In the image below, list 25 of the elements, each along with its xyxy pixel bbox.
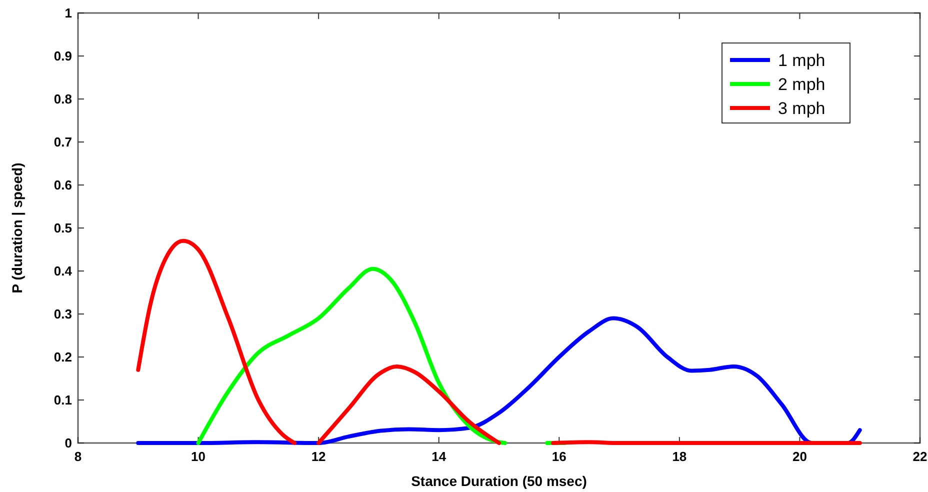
y-tick-label: 1 [64,6,72,21]
y-tick-label: 0.4 [54,264,73,279]
legend-label: 3 mph [778,98,826,118]
y-tick-label: 0.8 [54,92,72,107]
x-tick-label: 10 [191,449,206,464]
x-tick-label: 16 [552,449,566,464]
x-tick-label: 8 [74,449,82,464]
x-tick-label: 14 [432,449,447,464]
y-tick-label: 0.9 [54,48,72,64]
y-tick-label: 0.5 [54,220,72,236]
x-axis-title: Stance Duration (50 msec) [411,473,587,489]
y-tick-label: 0.6 [54,178,72,193]
y-tick-label: 0.3 [54,306,72,322]
y-tick-label: 0 [64,436,72,451]
y-axis-title: P (duration | speed) [9,162,26,294]
y-tick-label: 0.2 [54,350,72,365]
x-tick-label: 22 [912,449,928,464]
line-series [136,316,862,445]
x-tick-label: 12 [311,449,326,464]
legend-label: 1 mph [778,50,826,70]
y-tick-label: 0.7 [54,134,72,150]
x-tick-label: 18 [672,449,687,464]
y-tick-label: 0.1 [54,392,72,408]
legend-label: 2 mph [778,74,826,94]
x-tick-label: 20 [792,449,807,464]
